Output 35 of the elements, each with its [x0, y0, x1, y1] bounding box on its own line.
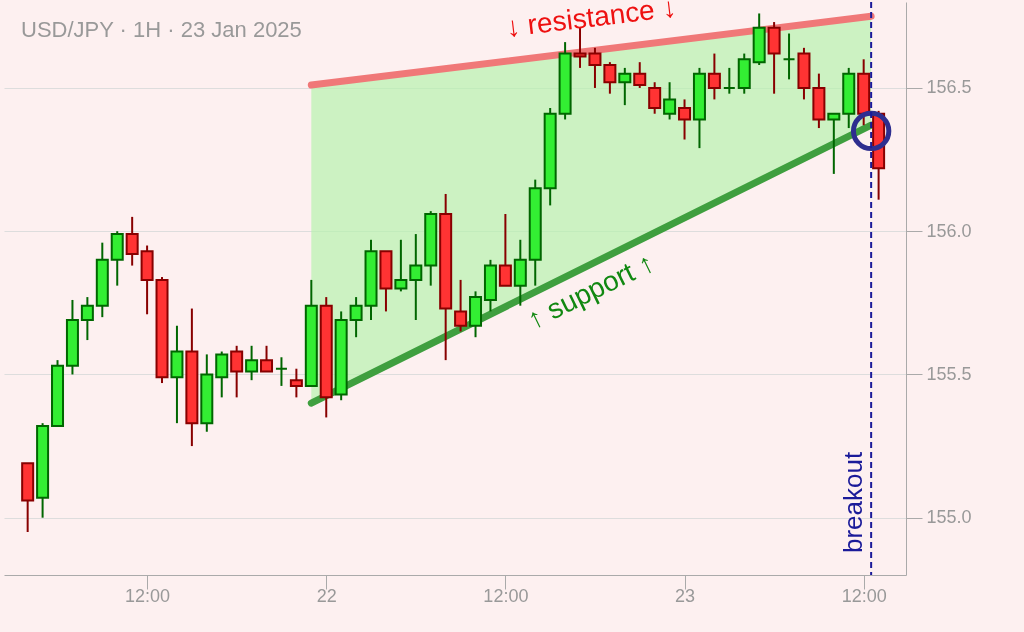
x-tick-label: 23: [675, 585, 696, 606]
candlestick: [274, 356, 288, 387]
candlestick: [260, 344, 274, 373]
x-tick-label: 22: [316, 585, 337, 606]
candlestick: [603, 61, 617, 95]
x-tick-label: 12:00: [483, 585, 529, 606]
candlestick: [498, 213, 512, 287]
candlestick: [230, 344, 244, 399]
candlestick: [827, 112, 841, 175]
candlestick: [678, 98, 692, 141]
candlestick: [215, 350, 229, 399]
candlestick: [409, 233, 423, 322]
candlestick: [633, 61, 647, 89]
ref-line-label: breakout: [838, 451, 869, 553]
x-tick-label: 12:00: [841, 585, 887, 606]
candlestick: [648, 81, 662, 115]
x-tick-label: 12:00: [125, 585, 171, 606]
y-tick-label: 155.0: [926, 507, 972, 528]
candlestick: [245, 344, 259, 382]
y-tick-label: 155.5: [926, 363, 972, 384]
text: USD/JPY · 1H · 23 Jan 2025: [21, 17, 302, 43]
candlestick: [289, 367, 303, 399]
candlestick: [663, 81, 677, 121]
candlestick: [618, 66, 632, 107]
candlestick: [125, 215, 139, 267]
annotation: ↓ resistance ↓: [504, 0, 678, 43]
candlestick: [782, 32, 796, 81]
y-tick-label: 156.5: [926, 77, 972, 98]
y-tick-label: 156.0: [926, 220, 972, 241]
candlestick: [349, 296, 363, 339]
candlestick: [394, 238, 408, 293]
candlestick: [707, 52, 721, 101]
candlestick: [80, 296, 94, 342]
candlestick: [722, 66, 736, 95]
candlestick: [454, 278, 468, 333]
